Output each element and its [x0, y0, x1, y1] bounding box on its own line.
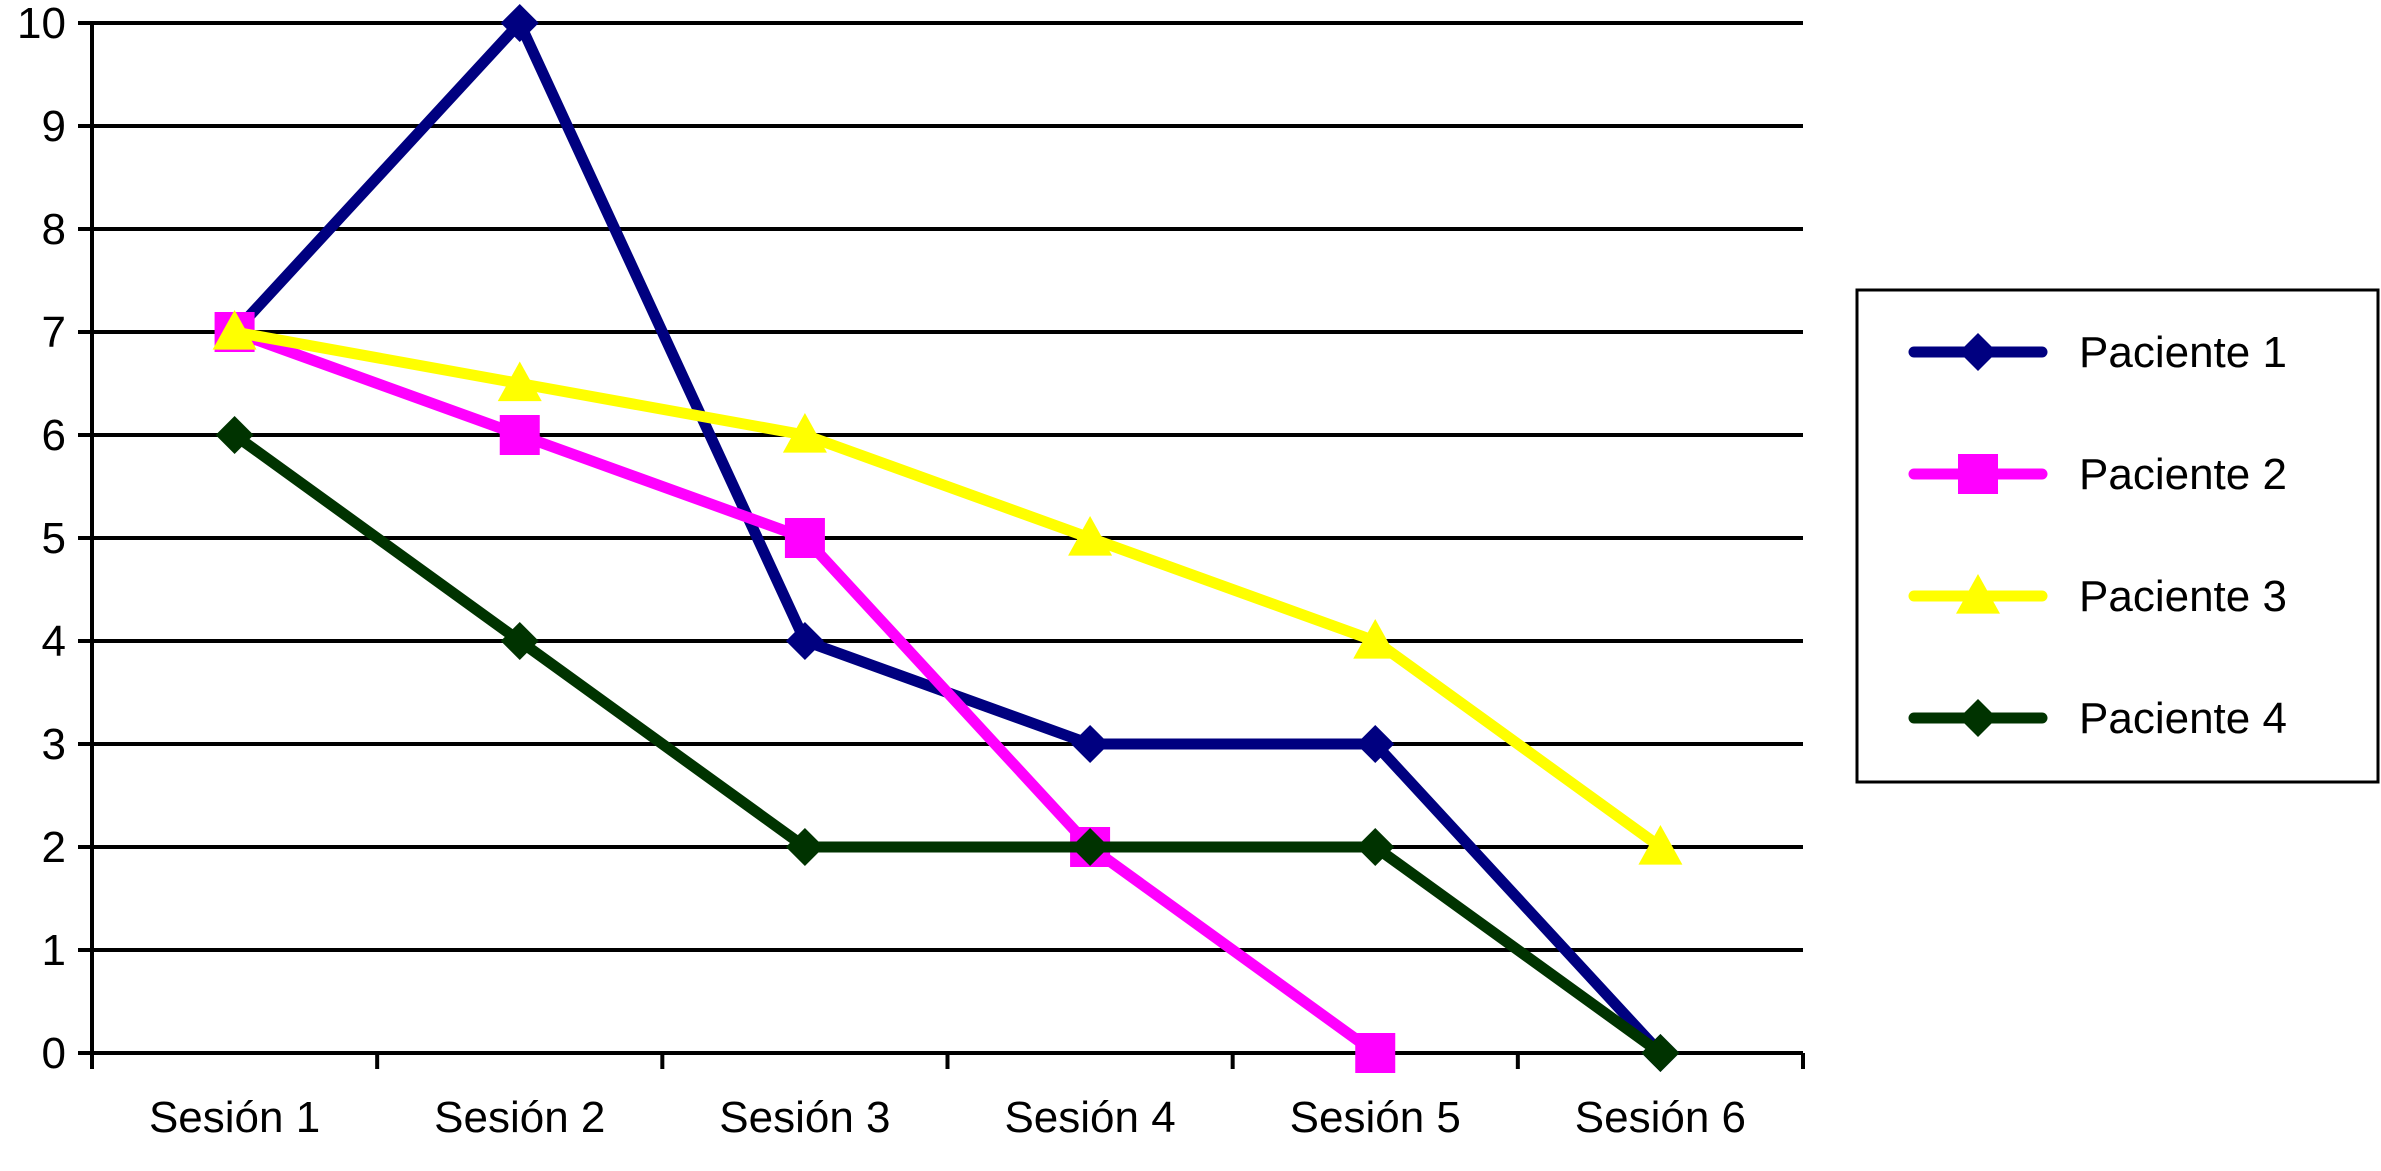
legend-item: Paciente 2 [1908, 450, 2287, 499]
series-line [229, 326, 1666, 853]
data-point [500, 4, 539, 42]
data-point [785, 622, 824, 660]
data-point [499, 415, 540, 455]
legend-item: Paciente 4 [1908, 694, 2287, 743]
legend-item: Paciente 1 [1908, 328, 2287, 377]
series-4 [215, 416, 1680, 1072]
y-tick-label: 7 [42, 308, 66, 357]
legend-swatch-marker [1958, 454, 1998, 494]
data-point [1071, 725, 1110, 763]
data-point [782, 413, 827, 453]
axes [90, 21, 1805, 1069]
y-tick-label: 8 [42, 205, 66, 254]
y-tick-label: 0 [42, 1029, 66, 1078]
legend-swatch-marker [1959, 699, 1997, 737]
legend: Paciente 1 Paciente 2 Paciente 3 Paciente 4 [1855, 288, 2380, 784]
data-point [1638, 825, 1683, 865]
y-axis-tick-labels: 0 1 2 3 4 5 6 7 8 9 10 [17, 0, 66, 1078]
data-series [212, 4, 1683, 1073]
data-point [1641, 1034, 1680, 1072]
data-point [1068, 516, 1113, 556]
x-tick-label: Sesión 2 [434, 1093, 605, 1142]
data-point [212, 310, 257, 350]
x-tick-label: Sesión 4 [1004, 1093, 1175, 1142]
y-tick-label: 6 [42, 411, 66, 460]
legend-swatch-marker [1959, 333, 1997, 371]
series-3 [212, 310, 1683, 865]
data-point [1071, 828, 1110, 866]
y-tick-label: 5 [42, 514, 66, 563]
legend-label: Paciente 2 [2079, 450, 2287, 499]
y-tick-label: 3 [42, 720, 66, 769]
data-point [1356, 725, 1395, 763]
legend-label: Paciente 1 [2079, 328, 2287, 377]
data-point [785, 828, 824, 866]
x-tick-label: Sesión 1 [149, 1093, 320, 1142]
data-point [500, 622, 539, 660]
series-line [229, 429, 1666, 1059]
data-point [1353, 619, 1398, 659]
legend-box [1855, 288, 2380, 784]
y-tick-label: 4 [42, 617, 66, 666]
legend-label: Paciente 3 [2079, 572, 2287, 621]
x-axis-tick-labels: Sesión 1 Sesión 2 Sesión 3 Sesión 4 Sesión 5… [149, 1093, 1746, 1142]
x-tick-label: Sesión 6 [1575, 1093, 1746, 1142]
data-point [1355, 1033, 1396, 1073]
x-tick-label: Sesión 3 [719, 1093, 890, 1142]
y-tick-label: 10 [17, 0, 66, 48]
legend-swatch-marker [1956, 574, 2000, 614]
data-point [1356, 828, 1395, 866]
legend-label: Paciente 4 [2079, 694, 2287, 743]
grid-lines [78, 21, 1803, 1055]
x-tick-label: Sesión 5 [1290, 1093, 1461, 1142]
y-tick-label: 2 [42, 823, 66, 872]
legend-item: Paciente 3 [1908, 572, 2287, 621]
data-point [215, 416, 254, 454]
data-point [784, 518, 825, 558]
y-tick-label: 1 [42, 926, 66, 975]
y-tick-label: 9 [42, 102, 66, 151]
data-point [497, 361, 542, 402]
